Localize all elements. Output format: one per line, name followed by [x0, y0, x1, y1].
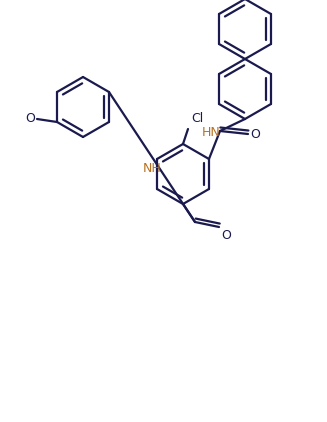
Text: O: O [250, 127, 260, 141]
Text: O: O [221, 229, 231, 242]
Text: HN: HN [202, 126, 221, 139]
Text: O: O [25, 113, 35, 125]
Text: NH: NH [143, 162, 161, 175]
Text: Cl: Cl [191, 112, 203, 125]
